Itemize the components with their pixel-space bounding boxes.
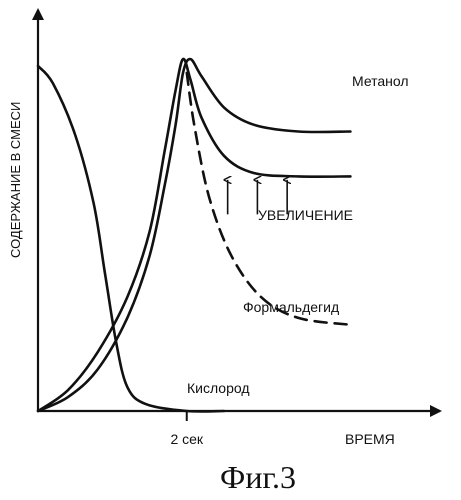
label-kislorod: Кислород <box>187 380 250 396</box>
x-tick-label-2s: 2 сек <box>170 431 203 447</box>
x-axis-label: ВРЕМЯ <box>345 431 395 447</box>
series-formaldegid-line <box>187 73 351 325</box>
y-axis-label: СОДЕРЖАНИЕ В СМЕСИ <box>8 102 23 258</box>
label-metanol: Метанол <box>352 73 409 89</box>
figure-caption: Фиг.3 <box>220 459 296 495</box>
series-kislorod-line <box>38 66 224 411</box>
series-layer <box>38 59 350 412</box>
label-formaldegid: Формальдегид <box>243 299 339 315</box>
series-metanol-line <box>38 59 350 411</box>
label-uvelichenie: УВЕЛИЧЕНИЕ <box>258 207 353 223</box>
series-intermediate-line <box>38 59 350 411</box>
